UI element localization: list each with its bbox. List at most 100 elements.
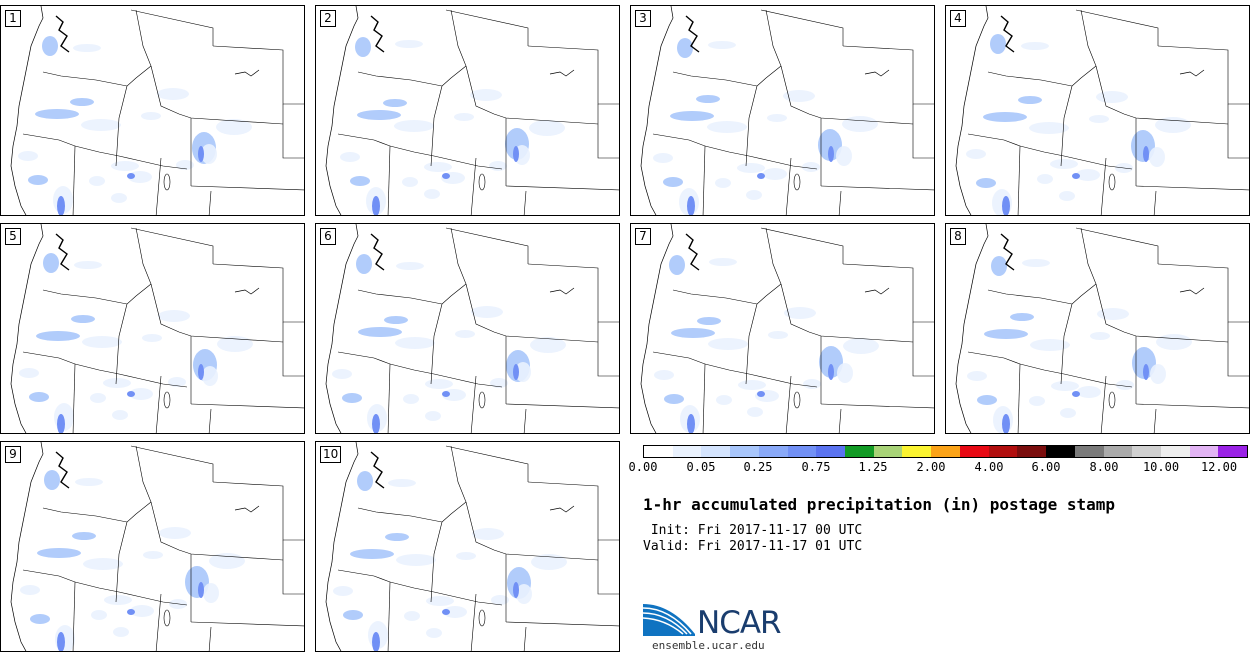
state-border (282, 342, 304, 377)
state-border (505, 185, 619, 191)
state-border (208, 626, 212, 651)
map-panel-2[interactable]: 2 (315, 5, 620, 216)
state-border (74, 145, 188, 170)
precip-area (388, 479, 416, 487)
state-border (1157, 263, 1249, 323)
precip-area (404, 611, 420, 621)
panel-number: 7 (635, 228, 651, 245)
precip-area (104, 595, 132, 605)
state-border (357, 507, 443, 523)
state-border (22, 133, 76, 147)
precip-area (977, 395, 997, 405)
precip-area-heavy (442, 173, 450, 179)
precip-area-heavy (57, 196, 65, 215)
precip-area (395, 40, 423, 48)
precip-area-heavy (372, 632, 380, 651)
precip-area (454, 113, 474, 121)
panel-number: 1 (5, 10, 21, 27)
state-border (22, 351, 76, 365)
colorbar-swatch (988, 446, 1018, 457)
precip-area (342, 393, 362, 403)
precip-area (75, 478, 103, 486)
map-panel-3[interactable]: 3 (630, 5, 935, 216)
coastline (325, 442, 359, 651)
river (1179, 287, 1205, 295)
state-border (505, 621, 619, 627)
state-border (820, 185, 934, 191)
river (234, 69, 260, 77)
precip-area (983, 112, 1027, 122)
state-border (387, 581, 391, 651)
state-border (780, 283, 914, 343)
state-border (912, 124, 934, 159)
state-border (1153, 408, 1157, 433)
state-border (1019, 145, 1133, 170)
state-border (1227, 124, 1249, 159)
precip-area-heavy (198, 582, 204, 598)
map-panel-5[interactable]: 5 (0, 223, 305, 434)
precip-area (677, 38, 693, 58)
state-border (527, 481, 619, 541)
state-border (42, 507, 128, 523)
state-border (785, 157, 792, 215)
precip-area-heavy (687, 414, 695, 433)
precip-area (72, 532, 96, 540)
state-border (470, 157, 477, 215)
precip-area (28, 175, 48, 185)
precip-area (130, 605, 154, 617)
state-border (505, 403, 619, 409)
map-panel-4[interactable]: 4 (945, 5, 1250, 216)
precip-area (426, 596, 454, 606)
state-border (115, 85, 128, 167)
state-border (1075, 227, 1159, 264)
precip-area-heavy (513, 146, 519, 162)
river (234, 287, 260, 295)
state-border (702, 363, 706, 433)
precip-area (426, 628, 442, 638)
colorbar-swatch (672, 446, 702, 457)
map-panel-9[interactable]: 9 (0, 441, 305, 652)
state-border (672, 289, 758, 305)
colorbar-swatch (1046, 446, 1075, 457)
state-border (387, 363, 391, 433)
precip-area (490, 378, 508, 388)
precip-area-heavy (1143, 364, 1149, 380)
lake (478, 173, 486, 191)
map-panel-7[interactable]: 7 (630, 223, 935, 434)
precip-area (81, 119, 121, 131)
map-panel-8[interactable]: 8 (945, 223, 1250, 434)
precip-area (203, 583, 219, 603)
state-border (441, 445, 467, 523)
precip-area (1149, 147, 1165, 167)
precip-area-heavy (1143, 146, 1149, 162)
precip-area-heavy (372, 414, 380, 433)
state-border (74, 363, 188, 388)
precip-area (1096, 91, 1128, 103)
state-border (1071, 9, 1097, 87)
precip-area-heavy (57, 632, 65, 651)
state-border (208, 408, 212, 433)
colorbar-tick: 6.00 (1031, 460, 1061, 474)
lake (163, 173, 171, 191)
precip-area (36, 331, 80, 341)
state-border (1060, 303, 1073, 385)
state-border (1075, 9, 1159, 46)
precip-area (976, 178, 996, 188)
precip-area (425, 411, 441, 421)
precip-area (455, 330, 475, 338)
map-svg (325, 442, 619, 651)
state-border (190, 185, 304, 191)
map-svg (640, 6, 934, 215)
precip-area (1132, 347, 1156, 379)
map-panel-6[interactable]: 6 (315, 223, 620, 434)
colorbar-swatch (873, 446, 903, 457)
map-panel-10[interactable]: 10 (315, 441, 620, 652)
state-border (212, 45, 304, 105)
state-border (130, 227, 214, 264)
state-border (1135, 185, 1249, 191)
precip-area (1090, 332, 1110, 340)
state-border (282, 560, 304, 595)
map-panel-1[interactable]: 1 (0, 5, 305, 216)
site-url[interactable]: ensemble.ucar.edu (652, 639, 765, 652)
precip-area (747, 407, 763, 417)
